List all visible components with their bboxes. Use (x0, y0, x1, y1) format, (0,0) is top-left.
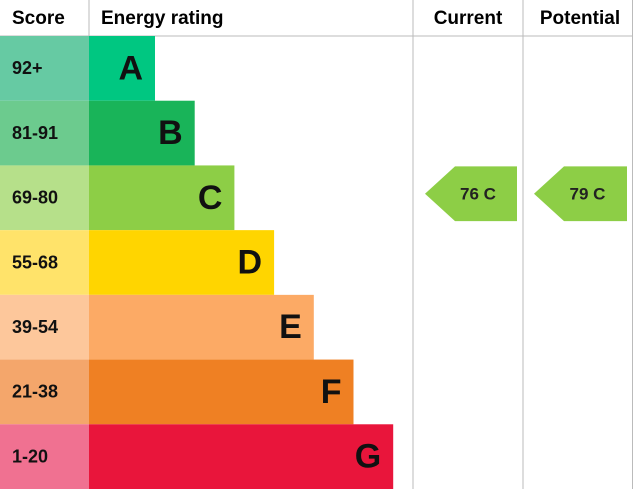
rating-arrow-label: 79 C (570, 184, 606, 203)
score-cell (0, 294, 89, 360)
rating-letter: E (279, 308, 302, 346)
score-label: 69-80 (12, 188, 58, 208)
rating-letter: C (198, 179, 223, 217)
score-cell (0, 165, 89, 231)
score-label: 55-68 (12, 252, 58, 272)
header-rating: Energy rating (101, 8, 223, 29)
rating-bar (89, 294, 314, 360)
rating-bar (89, 359, 354, 425)
rating-arrow-label: 76 C (460, 184, 496, 203)
score-cell (0, 359, 89, 425)
score-cell (0, 36, 89, 101)
score-label: 1-20 (12, 446, 48, 466)
rating-bar (89, 424, 394, 489)
header-score: Score (12, 8, 65, 29)
rating-bar (89, 165, 235, 231)
score-label: 21-38 (12, 382, 58, 402)
rating-letter: F (321, 373, 342, 411)
score-cell (0, 230, 89, 295)
rating-letter: A (118, 49, 143, 87)
score-cell (0, 100, 89, 166)
score-cell (0, 424, 89, 489)
score-label: 92+ (12, 58, 43, 78)
rating-arrow (425, 166, 517, 222)
rating-letter: G (355, 438, 381, 476)
header-potential: Potential (540, 8, 620, 29)
rating-bar (89, 230, 275, 295)
rating-bar (89, 36, 155, 101)
header-current: Current (434, 8, 503, 29)
score-label: 39-54 (12, 317, 58, 337)
rating-bar (89, 100, 195, 166)
rating-letter: B (158, 114, 183, 152)
rating-letter: D (238, 243, 263, 281)
score-label: 81-91 (12, 123, 58, 143)
rating-arrow (534, 166, 627, 222)
